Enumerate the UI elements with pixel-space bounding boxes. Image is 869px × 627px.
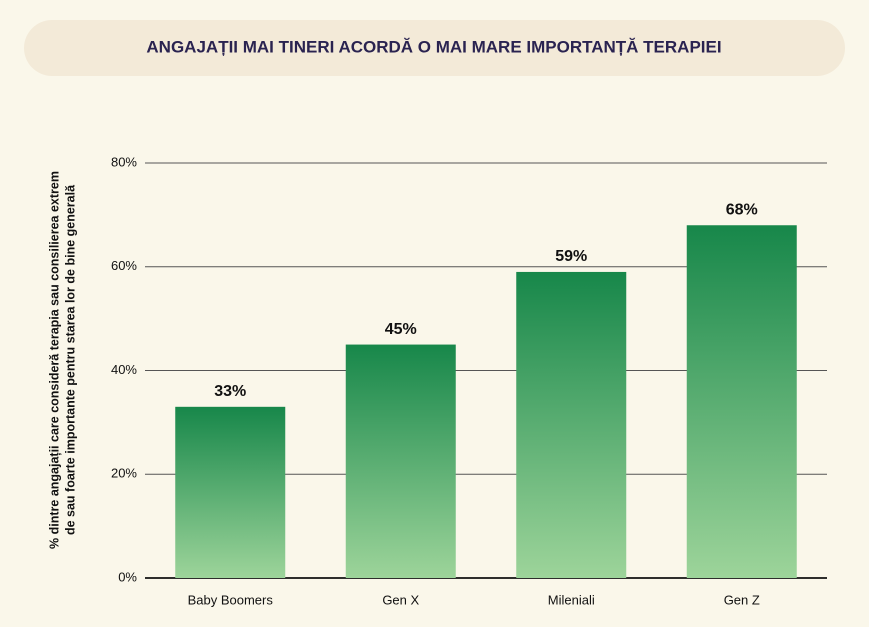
value-label: 45% bbox=[385, 321, 417, 338]
value-label: 59% bbox=[555, 248, 587, 265]
bar bbox=[516, 271, 627, 578]
y-tick-label: 0% bbox=[118, 569, 137, 584]
bar bbox=[175, 406, 286, 578]
value-label: 68% bbox=[726, 201, 758, 218]
x-tick-label: Gen Z bbox=[724, 592, 760, 607]
x-tick-label: Baby Boomers bbox=[188, 592, 274, 607]
y-tick-label: 80% bbox=[111, 154, 137, 169]
y-tick-label: 40% bbox=[111, 362, 137, 377]
y-tick-label: 60% bbox=[111, 258, 137, 273]
y-axis-label: de sau foarte importante pentru starea l… bbox=[63, 184, 77, 535]
y-axis-label: % dintre angajații care consideră terapi… bbox=[47, 171, 61, 549]
title-pill bbox=[24, 20, 845, 76]
x-tick-label: Gen X bbox=[382, 592, 419, 607]
x-tick-label: Mileniali bbox=[548, 592, 595, 607]
bar bbox=[686, 225, 797, 578]
bar bbox=[345, 344, 456, 578]
chart-title: ANGAJAȚII MAI TINERI ACORDĂ O MAI MARE I… bbox=[146, 37, 721, 56]
value-label: 33% bbox=[214, 383, 246, 400]
y-tick-label: 20% bbox=[111, 466, 137, 481]
